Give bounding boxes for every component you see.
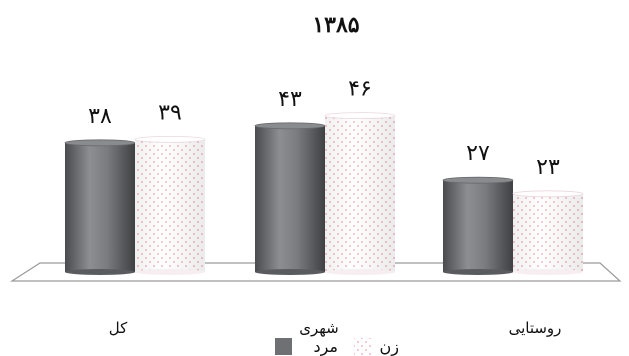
value-label-male-1: ۴۳: [278, 87, 302, 112]
category-label-0: کل: [109, 319, 128, 337]
value-label-female-0: ۳۹: [158, 100, 182, 125]
bar-female-0: [134, 135, 206, 275]
value-label-female-2: ۲۳: [536, 155, 560, 180]
bar-female-1: [324, 112, 396, 275]
bar-male-0: [64, 139, 136, 275]
legend-label-female: زن: [380, 337, 399, 356]
value-label-male-2: ۲۷: [466, 141, 490, 166]
value-label-male-0: ۳۸: [88, 104, 112, 129]
category-label-1: شهری: [299, 319, 339, 337]
bar-male-2: [442, 176, 514, 275]
bar-female-2: [512, 190, 584, 275]
legend-swatch-male: [275, 338, 292, 355]
legend-label-male: مرد: [313, 337, 338, 356]
bar-male-1: [254, 122, 326, 275]
value-label-female-1: ۴۶: [348, 77, 372, 102]
category-labels-group: کل شهری روستایی: [109, 319, 562, 337]
value-labels-group: ۳۸ ۳۹ ۴۳ ۴۶ ۲۷ ۲۳: [88, 77, 560, 180]
bars-group: [64, 112, 584, 275]
legend-swatch-female: [354, 338, 371, 355]
category-label-2: روستایی: [509, 319, 562, 337]
chart-title: ۱۳۸۵: [312, 12, 359, 38]
legend: مرد زن: [275, 337, 399, 356]
